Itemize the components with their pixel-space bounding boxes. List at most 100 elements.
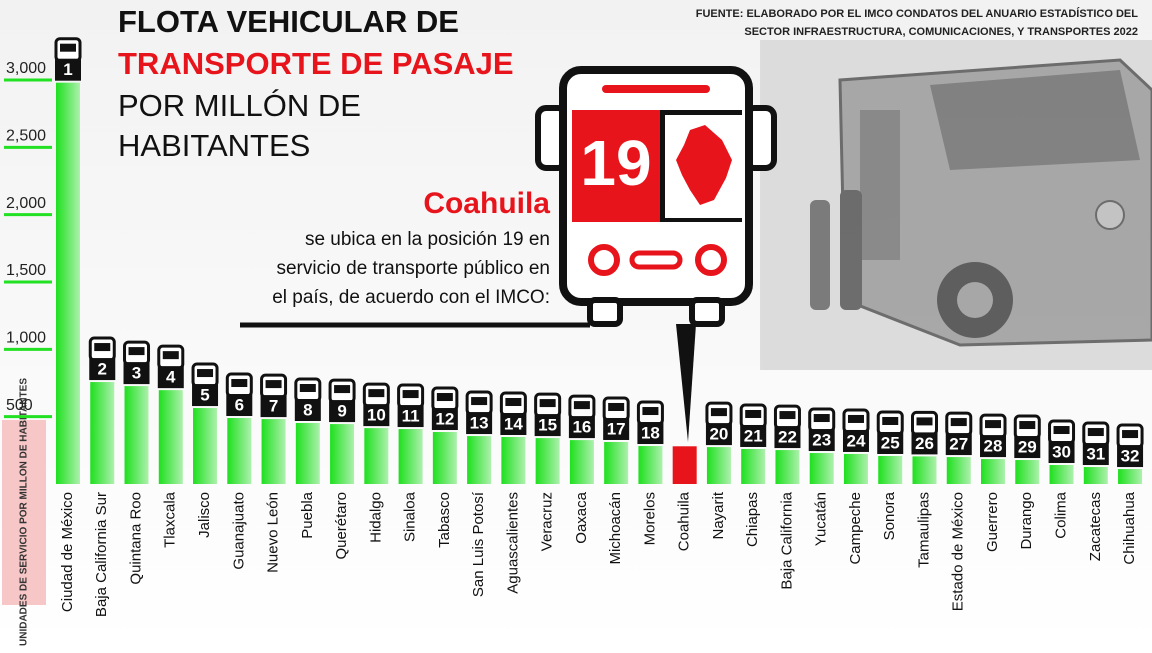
badge-window — [745, 409, 762, 418]
x-tick-label: Chihuahua — [1121, 491, 1138, 564]
y-tick-label: 1,000 — [6, 330, 46, 347]
badge-box — [192, 384, 219, 407]
x-tick-label: Baja California — [778, 491, 795, 589]
badge-box — [363, 404, 390, 427]
x-tick-label: Ciudad de México — [59, 492, 76, 612]
bar — [706, 447, 731, 484]
x-tick-label: Guerrero — [984, 492, 1001, 552]
highlight-rank: 19 — [580, 127, 651, 199]
badge-window — [539, 399, 556, 408]
rank-label: 32 — [1121, 447, 1140, 466]
rank-label: 11 — [402, 407, 420, 426]
rank-badge: 3 — [123, 340, 151, 385]
x-tick-label: Durango — [1018, 492, 1035, 550]
rank-badge: 18 — [636, 400, 664, 445]
rank-label: 18 — [641, 424, 660, 443]
badge-window — [1053, 426, 1070, 435]
bar — [912, 456, 937, 484]
rank-badge: 23 — [808, 407, 836, 452]
y-tick-label: 2,000 — [6, 195, 46, 212]
rank-badge: 11 — [397, 383, 425, 428]
rank-label: 22 — [778, 428, 797, 447]
rank-badge: 29 — [1013, 414, 1041, 459]
bar — [398, 429, 423, 484]
rank-badge: 1 — [54, 37, 82, 81]
x-tick-label: Baja California Sur — [93, 492, 110, 617]
x-tick-label: Morelos — [641, 492, 658, 545]
bar — [843, 453, 868, 484]
badge-window — [985, 420, 1002, 429]
rank-badge: 30 — [1048, 419, 1076, 464]
x-tick-label: Querétaro — [333, 492, 350, 560]
x-tick-label: Tlaxcala — [162, 491, 179, 548]
badge-window — [505, 398, 522, 407]
x-tick-label: Nayarit — [710, 491, 727, 539]
x-tick-label: Zacatecas — [1087, 492, 1104, 561]
rank-label: 13 — [470, 414, 489, 433]
rank-badge: 17 — [602, 396, 630, 440]
rank-label: 9 — [337, 402, 346, 421]
rank-badge: 26 — [911, 410, 938, 455]
rank-label: 20 — [709, 425, 728, 444]
badge-box — [774, 426, 801, 449]
x-tick-label: Colima — [1053, 491, 1070, 538]
x-tick-label: Quintana Roo — [127, 492, 144, 585]
badge-window — [436, 393, 453, 402]
bus-photo — [760, 40, 1152, 370]
y-axis-label: UNIDADES DE SERVICIO POR MILLON DE HABIT… — [19, 378, 30, 646]
x-tick-label: Campeche — [847, 492, 864, 565]
bar — [981, 459, 1006, 484]
rank-label: 1 — [63, 60, 72, 79]
highlight-rank-box — [572, 110, 660, 222]
bar — [1015, 460, 1040, 484]
x-tick-label: Coahuila — [676, 491, 693, 551]
rank-label: 30 — [1052, 442, 1071, 461]
bar — [56, 82, 80, 485]
badge-box — [260, 395, 287, 418]
rank-badge: 20 — [705, 401, 733, 446]
badge-window — [1122, 430, 1139, 439]
bar — [158, 390, 183, 484]
bar — [501, 437, 526, 484]
highlight-text: servicio de transporte público en — [276, 258, 550, 279]
badge-box — [397, 405, 424, 428]
rank-badge: 12 — [431, 386, 459, 431]
rank-badge: 10 — [362, 382, 390, 427]
rank-badge: 16 — [568, 394, 596, 439]
rank-badge: 32 — [1116, 423, 1144, 468]
badge-window — [608, 402, 625, 411]
rank-badge: 24 — [842, 408, 870, 452]
badge-box — [637, 422, 664, 445]
badge-box — [55, 58, 81, 81]
rank-label: 2 — [98, 360, 107, 379]
y-tick-label: 2,500 — [6, 128, 46, 145]
badge-window — [231, 379, 248, 388]
badge-box — [500, 413, 527, 436]
x-tick-label: Veracruz — [539, 492, 556, 551]
x-tick-label: Tamaulipas — [915, 492, 932, 568]
bar — [878, 455, 903, 484]
rank-badge: 28 — [979, 413, 1007, 458]
x-tick-label: Aguascalientes — [504, 492, 521, 594]
bar — [193, 408, 218, 484]
rank-label: 31 — [1086, 445, 1105, 464]
source: FUENTE: ELABORADO POR EL IMCO CONDATOS D… — [696, 7, 1139, 20]
rank-badge: 2 — [88, 336, 116, 381]
rank-label: 29 — [1018, 438, 1037, 457]
x-tick-label: Michoacán — [607, 492, 624, 565]
highlight-text: el país, de acuerdo con el IMCO: — [272, 287, 550, 308]
badge-box — [294, 398, 321, 421]
badge-window — [916, 417, 933, 426]
rank-label: 25 — [881, 433, 900, 452]
rank-label: 7 — [269, 397, 278, 416]
rank-label: 10 — [367, 406, 386, 425]
bar — [467, 436, 492, 484]
bar — [1083, 467, 1108, 484]
badge-window — [162, 351, 179, 360]
badge-box — [157, 366, 184, 389]
badge-window — [847, 414, 864, 423]
title-line: POR MILLÓN DE — [118, 88, 361, 123]
bar — [604, 441, 629, 484]
badge-box — [740, 424, 767, 447]
